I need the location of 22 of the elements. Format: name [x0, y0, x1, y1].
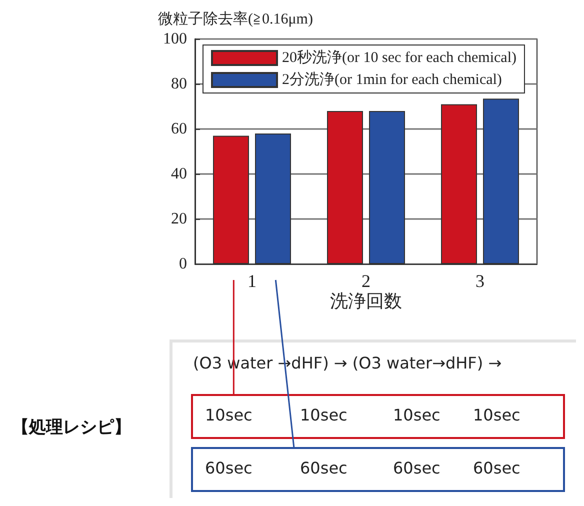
x-tick-label: 3	[476, 271, 484, 291]
text: 10sec	[473, 406, 520, 424]
text: 60sec	[473, 458, 520, 478]
y-tick-label: 20	[171, 210, 187, 228]
x-tick-label: 2	[362, 271, 370, 291]
x-tick-label: 1	[248, 271, 256, 291]
y-tick-label: 100	[163, 30, 187, 48]
text: 10sec	[300, 406, 348, 424]
y-tick-label: 60	[171, 120, 187, 138]
text: 10sec	[393, 406, 440, 424]
text: 60sec	[393, 458, 440, 478]
text: 60sec	[205, 458, 252, 478]
text: 【処理レシピ】	[12, 418, 131, 438]
text: 60sec	[300, 458, 348, 478]
legend-label: 2分洗浄(or 1min for each chemical)	[282, 71, 502, 88]
legend-label: 20秒洗浄(or 10 sec for each chemical)	[282, 49, 516, 66]
y-axis-title: 微粒子除去率(≧0.16μm)	[158, 10, 313, 28]
y-tick-label: 40	[171, 166, 187, 182]
text: 10sec	[205, 406, 252, 424]
y-tick-label: 80	[171, 76, 187, 92]
x-axis-title: 洗浄回数	[330, 291, 402, 311]
y-tick-label: 0	[179, 256, 187, 272]
